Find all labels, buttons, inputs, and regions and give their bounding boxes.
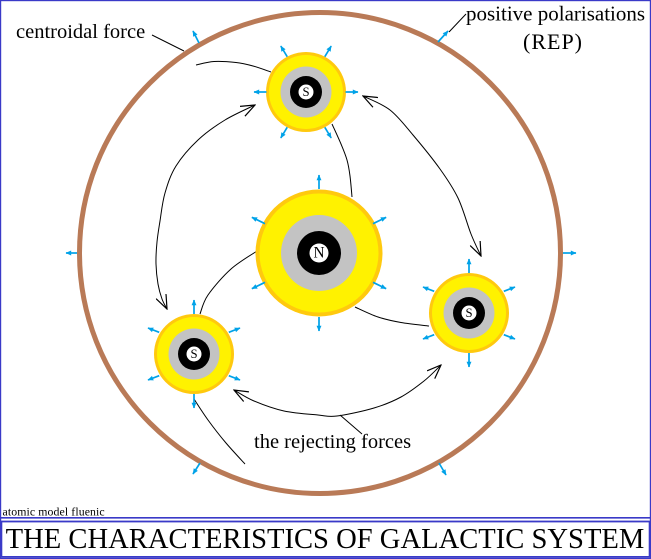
svg-text:N: N <box>313 245 324 262</box>
svg-text:THE CHARACTERISTICS OF GALACTI: THE CHARACTERISTICS OF GALACTIC SYSTEM <box>6 524 645 555</box>
svg-text:S: S <box>190 347 197 361</box>
svg-text:positive polarisations: positive polarisations <box>466 2 645 26</box>
svg-text:atomic model fluenic: atomic model fluenic <box>3 505 105 519</box>
svg-text:S: S <box>465 306 472 320</box>
svg-text:centroidal force: centroidal force <box>16 21 145 43</box>
svg-text:(REP): (REP) <box>523 29 583 54</box>
svg-text:the rejecting forces: the rejecting forces <box>254 431 411 453</box>
svg-text:S: S <box>302 85 309 99</box>
